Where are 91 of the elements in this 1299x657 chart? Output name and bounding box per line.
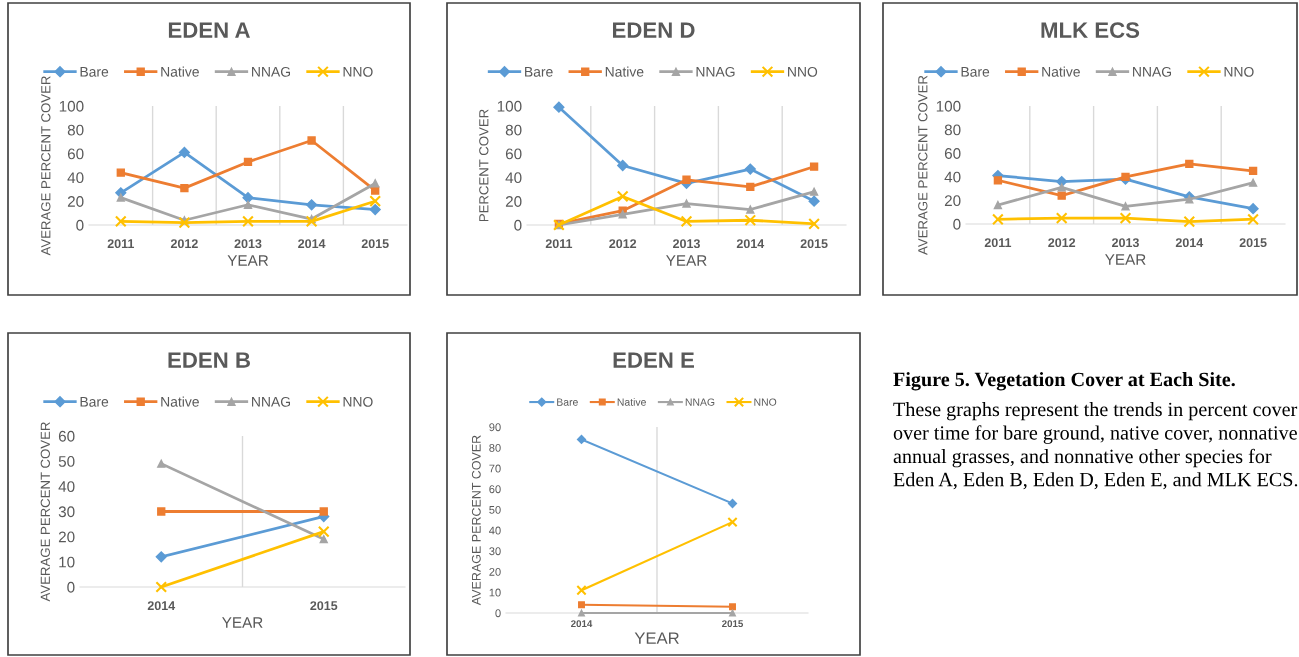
x-tick-label: 2011	[107, 239, 135, 249]
legend-label: NNAG	[696, 66, 735, 77]
x-tick-label: 2012	[170, 239, 198, 249]
legend-label: Native	[605, 66, 644, 77]
x-tick-label: 2013	[1112, 238, 1139, 248]
y-tick-label: 80	[67, 124, 84, 136]
chart-title: EDEN A	[168, 22, 250, 38]
x-tick-label: 2015	[722, 620, 744, 628]
y-axis-title: AVERAGE PERCENT COVER	[40, 422, 50, 602]
y-tick-label: 0	[67, 581, 75, 593]
y-axis-title: AVERAGE PERCENT COVER	[41, 76, 51, 256]
chart-title: EDEN D	[613, 22, 695, 38]
y-tick-label: 30	[58, 506, 75, 518]
y-tick-label: 60	[505, 148, 522, 160]
y-axis-title: PERCENT COVER	[479, 109, 489, 222]
x-tick-label: 2015	[800, 239, 828, 249]
legend-label: Native	[617, 398, 646, 406]
y-tick-label: 100	[497, 100, 522, 112]
y-tick-label: 20	[67, 196, 84, 207]
legend-label: Bare	[525, 67, 553, 77]
x-tick-label: 2013	[673, 239, 700, 249]
chart-title: MLK ECS	[1041, 22, 1140, 38]
chart-title: EDEN B	[168, 352, 250, 368]
x-tick-label: 2015	[361, 239, 389, 249]
legend-label: Bare	[80, 67, 109, 77]
y-tick-label: 40	[489, 526, 501, 535]
y-tick-label: 50	[489, 505, 501, 514]
y-axis-title: AVERAGE PERCENT COVER	[471, 435, 481, 606]
y-tick-label: 20	[944, 195, 961, 207]
legend-label: NNO	[343, 396, 373, 407]
y-tick-label: 40	[67, 172, 84, 184]
y-tick-label: 40	[58, 481, 75, 493]
x-tick-label: 2014	[571, 620, 593, 628]
text: Figure 5. Vegetation Cover at Each Site.	[893, 372, 1235, 391]
y-tick-label: 20	[58, 531, 75, 543]
x-tick-label: 2014	[147, 601, 176, 611]
x-tick-label: 2014	[298, 239, 326, 249]
y-axis-title: AVERAGE PERCENT COVER	[918, 75, 928, 255]
x-tick-label: 2015	[310, 601, 338, 611]
legend-label: NNAG	[252, 66, 290, 77]
legend-label: Native	[1042, 66, 1080, 77]
y-tick-label: 80	[505, 124, 522, 136]
y-tick-label: 40	[505, 172, 522, 184]
y-tick-label: 30	[489, 547, 501, 556]
y-tick-label: 20	[505, 196, 522, 207]
x-tick-label: 2011	[545, 239, 573, 249]
x-tick-label: 2014	[736, 239, 765, 249]
y-tick-label: 0	[76, 219, 84, 231]
y-tick-label: 10	[59, 556, 75, 568]
chart-title: EDEN E	[613, 352, 694, 368]
x-axis-title: YEAR	[1105, 254, 1146, 265]
y-tick-label: 60	[58, 430, 75, 442]
x-axis-title: YEAR	[227, 255, 269, 266]
x-tick-label: 2013	[234, 239, 262, 249]
y-tick-label: 80	[489, 443, 501, 452]
y-tick-label: 10	[489, 588, 501, 597]
y-tick-label: 90	[489, 423, 501, 432]
x-axis-title: YEAR	[634, 632, 679, 644]
legend-label: Bare	[557, 398, 578, 406]
y-tick-label: 0	[953, 218, 961, 230]
x-tick-label: 2015	[1239, 238, 1267, 248]
y-tick-label: 100	[936, 100, 961, 112]
x-tick-label: 2014	[1175, 238, 1204, 248]
y-tick-label: 80	[944, 124, 961, 136]
y-tick-label: 60	[489, 485, 501, 494]
x-axis-title: YEAR	[666, 255, 707, 266]
y-tick-label: 60	[67, 148, 84, 160]
x-tick-label: 2011	[984, 238, 1012, 248]
legend-label: Native	[161, 396, 199, 407]
legend-label: NNO	[788, 66, 818, 77]
y-tick-label: 60	[944, 148, 961, 159]
legend-label: NNO	[1224, 66, 1254, 77]
x-tick-label: 2012	[1048, 238, 1076, 248]
y-tick-label: 20	[489, 567, 501, 576]
legend-label: NNAG	[685, 398, 715, 406]
x-axis-title: YEAR	[222, 617, 263, 628]
legend-label: Bare	[961, 67, 990, 77]
y-tick-label: 70	[489, 464, 501, 473]
y-tick-label: 40	[944, 171, 961, 183]
y-tick-label: 0	[514, 219, 522, 231]
x-tick-label: 2012	[609, 239, 637, 249]
y-tick-label: 50	[58, 456, 75, 467]
legend-label: NNO	[754, 398, 777, 406]
legend-label: NNAG	[252, 396, 290, 407]
text: These graphs represent the trends in percent cover over time for bare ground, native cover, nonnative annual grasses, and nonnative other species for Eden A, Eden B, Eden D, Eden E, and MLK ECS.	[893, 402, 1298, 490]
legend-label: Native	[161, 66, 199, 77]
y-tick-label: 0	[495, 609, 501, 618]
legend-label: NNAG	[1133, 66, 1171, 77]
legend-label: NNO	[343, 66, 373, 77]
y-tick-label: 100	[59, 100, 84, 112]
legend-label: Bare	[80, 397, 109, 407]
